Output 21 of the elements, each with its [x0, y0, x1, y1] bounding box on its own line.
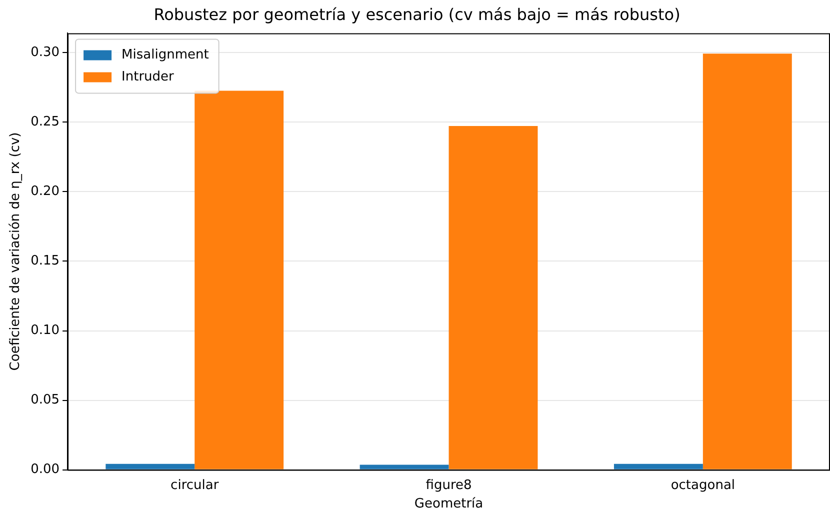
y-tick-label: 0.15 — [30, 254, 60, 269]
legend-label: Misalignment — [122, 48, 209, 63]
bar — [194, 90, 284, 470]
bar — [702, 54, 792, 470]
y-tick-label: 0.10 — [30, 323, 60, 338]
y-tick-label: 0.25 — [30, 114, 60, 130]
x-tick-label: figure8 — [426, 478, 472, 493]
x-tick-label: circular — [170, 478, 220, 493]
y-tick-label: 0.00 — [30, 462, 60, 478]
y-tick-label: 0.05 — [30, 392, 60, 408]
legend-label: Intruder — [122, 70, 175, 85]
x-axis-title: Geometría — [414, 496, 484, 512]
y-tick-label: 0.20 — [30, 184, 60, 200]
bar — [360, 464, 449, 470]
bar — [106, 464, 195, 470]
bar — [448, 126, 538, 470]
x-tick-label: octagonal — [670, 478, 736, 493]
bar — [614, 464, 703, 470]
y-tick-label: 0.30 — [30, 45, 60, 60]
y-axis-title: Coeficiente de variación de η_rx (cv) — [8, 132, 24, 371]
chart-title: Robustez por geometría y escenario (cv más bajo = más robusto) — [154, 4, 680, 24]
